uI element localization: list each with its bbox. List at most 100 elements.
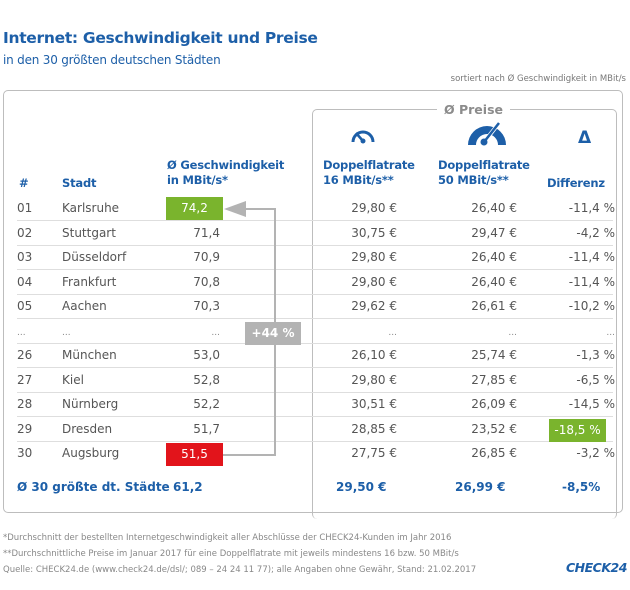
col-header-p50-line1: Doppelflatrate — [438, 158, 530, 172]
cell-city: Kiel — [62, 372, 84, 387]
cell-city: Stuttgart — [62, 225, 116, 240]
footnote-2: **Durchschnittliche Preise im Januar 201… — [3, 549, 459, 559]
table-row: 05 Aachen 70,3 29,62 € 26,61 € -10,2 % — [17, 295, 615, 319]
cell-rank: 27 — [17, 372, 33, 387]
cell-city: Aachen — [62, 299, 107, 313]
cell-p50: 26,40 € — [471, 250, 517, 264]
table-row: 03 Düsseldorf 70,9 29,80 € 26,40 € -11,4 % — [17, 246, 615, 270]
cell-diff: ... — [606, 327, 615, 338]
cell-p50: 25,74 € — [471, 348, 517, 362]
min-speed-highlight: 51,5 — [166, 443, 223, 466]
cell-city: Frankfurt — [62, 274, 117, 289]
chart-title: Internet: Geschwindigkeit und Preise — [3, 29, 318, 47]
cell-diff: -6,5 % — [576, 372, 615, 387]
cell-city: ... — [62, 327, 71, 338]
cell-p16: 29,80 € — [351, 201, 397, 215]
cell-rank: 30 — [17, 446, 33, 460]
table-row: 01 Karlsruhe 74,2 29,80 € 26,40 € -11,4 % — [17, 197, 615, 221]
table-row: 04 Frankfurt 70,8 29,80 € 26,40 € -11,4 % — [17, 271, 615, 295]
cell-p50: 27,85 € — [471, 372, 517, 387]
cell-rank: 04 — [17, 274, 33, 289]
col-header-rank: # — [19, 176, 29, 190]
cell-speed: 53,0 — [193, 348, 220, 362]
cell-p16: 30,51 € — [351, 397, 397, 411]
col-header-city: Stadt — [62, 176, 97, 190]
cell-p50: ... — [508, 327, 517, 338]
summary-speed: 61,2 — [173, 480, 203, 494]
cell-p16: 29,80 € — [351, 250, 397, 264]
cell-p50: 26,85 € — [471, 446, 517, 460]
cell-rank: ... — [17, 327, 26, 338]
speedometer-high-icon — [468, 121, 506, 146]
cell-p50: 26,61 € — [471, 299, 517, 313]
footnote-source: Quelle: CHECK24.de (www.check24.de/dsl/;… — [3, 565, 477, 575]
table-row: 02 Stuttgart 71,4 30,75 € 29,47 € -4,2 % — [17, 222, 615, 246]
chart-subtitle: in den 30 größten deutschen Städten — [3, 53, 221, 67]
summary-label: Ø 30 größte dt. Städte — [17, 480, 170, 494]
cell-p50: 23,52 € — [471, 421, 517, 436]
cell-city: Nürnberg — [62, 397, 119, 411]
cell-diff: -1,3 % — [576, 348, 615, 362]
cell-rank: 03 — [17, 250, 33, 264]
cell-city: München — [62, 348, 117, 362]
cell-diff: -10,2 % — [568, 299, 615, 313]
col-header-speed-line2: in MBit/s* — [167, 173, 228, 187]
price-group-label: Ø Preise — [437, 102, 510, 117]
cell-diff: -11,4 % — [568, 250, 615, 264]
cell-p16: 28,85 € — [351, 421, 397, 436]
cell-diff: -11,4 % — [568, 201, 615, 215]
col-header-p16: Doppelflatrate 16 MBit/s** — [323, 158, 415, 188]
col-header-p16-line1: Doppelflatrate — [323, 158, 415, 172]
col-header-p16-line2: 16 MBit/s** — [323, 173, 394, 187]
table-row: .................. — [17, 320, 615, 344]
cell-p50: 29,47 € — [471, 225, 517, 240]
col-header-p50-line2: 50 MBit/s** — [438, 173, 509, 187]
increase-badge: +44 % — [245, 322, 301, 345]
cell-city: Karlsruhe — [62, 201, 120, 215]
sort-note: sortiert nach Ø Geschwindigkeit in MBit/… — [450, 74, 626, 84]
cell-rank: 02 — [17, 225, 33, 240]
cell-speed: 51,7 — [193, 421, 220, 436]
speedometer-low-icon — [351, 130, 375, 144]
cell-diff: -3,2 % — [576, 446, 615, 460]
cell-p16: 30,75 € — [351, 225, 397, 240]
table-row: 28 Nürnberg 52,2 30,51 € 26,09 € -14,5 % — [17, 393, 615, 417]
cell-speed: 70,3 — [193, 299, 220, 313]
cell-p16: 29,80 € — [351, 274, 397, 289]
summary-diff: -8,5% — [562, 480, 601, 494]
table-row: 26 München 53,0 26,10 € 25,74 € -1,3 % — [17, 344, 615, 368]
table-row: 27 Kiel 52,8 29,80 € 27,85 € -6,5 % — [17, 369, 615, 393]
cell-rank: 28 — [17, 397, 33, 411]
col-header-speed: Ø Geschwindigkeit in MBit/s* — [167, 158, 284, 188]
col-header-speed-line1: Ø Geschwindigkeit — [167, 158, 285, 172]
cell-speed: 52,8 — [193, 372, 220, 387]
check24-logo: CHECK24 — [566, 560, 627, 575]
cell-speed: 52,2 — [193, 397, 220, 411]
cell-diff: -11,4 % — [568, 274, 615, 289]
cell-p50: 26,40 € — [471, 274, 517, 289]
col-header-diff: Differenz — [547, 176, 605, 190]
cell-p16: 29,62 € — [351, 299, 397, 313]
cell-speed: ... — [211, 327, 220, 338]
footnote-1: *Durchschnitt der bestellten Internetges… — [3, 533, 452, 543]
cell-city: Augsburg — [62, 446, 120, 460]
summary-p16: 29,50 € — [336, 480, 387, 494]
max-speed-highlight: 74,2 — [166, 197, 223, 220]
cell-p50: 26,40 € — [471, 201, 517, 215]
cell-rank: 05 — [17, 299, 33, 313]
cell-rank: 01 — [17, 201, 33, 215]
cell-p16: 29,80 € — [351, 372, 397, 387]
cell-speed: 70,8 — [193, 274, 220, 289]
cell-p16: 27,75 € — [351, 446, 397, 460]
table-frame — [3, 90, 623, 513]
cell-p50: 26,09 € — [471, 397, 517, 411]
delta-icon: Δ — [578, 128, 591, 148]
cell-p16: ... — [388, 327, 397, 338]
cell-city: Düsseldorf — [62, 250, 127, 264]
max-diff-highlight: -18,5 % — [549, 419, 606, 442]
cell-diff: -4,2 % — [576, 225, 615, 240]
cell-diff: -14,5 % — [568, 397, 615, 411]
cell-speed: 70,9 — [193, 250, 220, 264]
cell-rank: 29 — [17, 421, 33, 436]
summary-p50: 26,99 € — [455, 480, 506, 494]
